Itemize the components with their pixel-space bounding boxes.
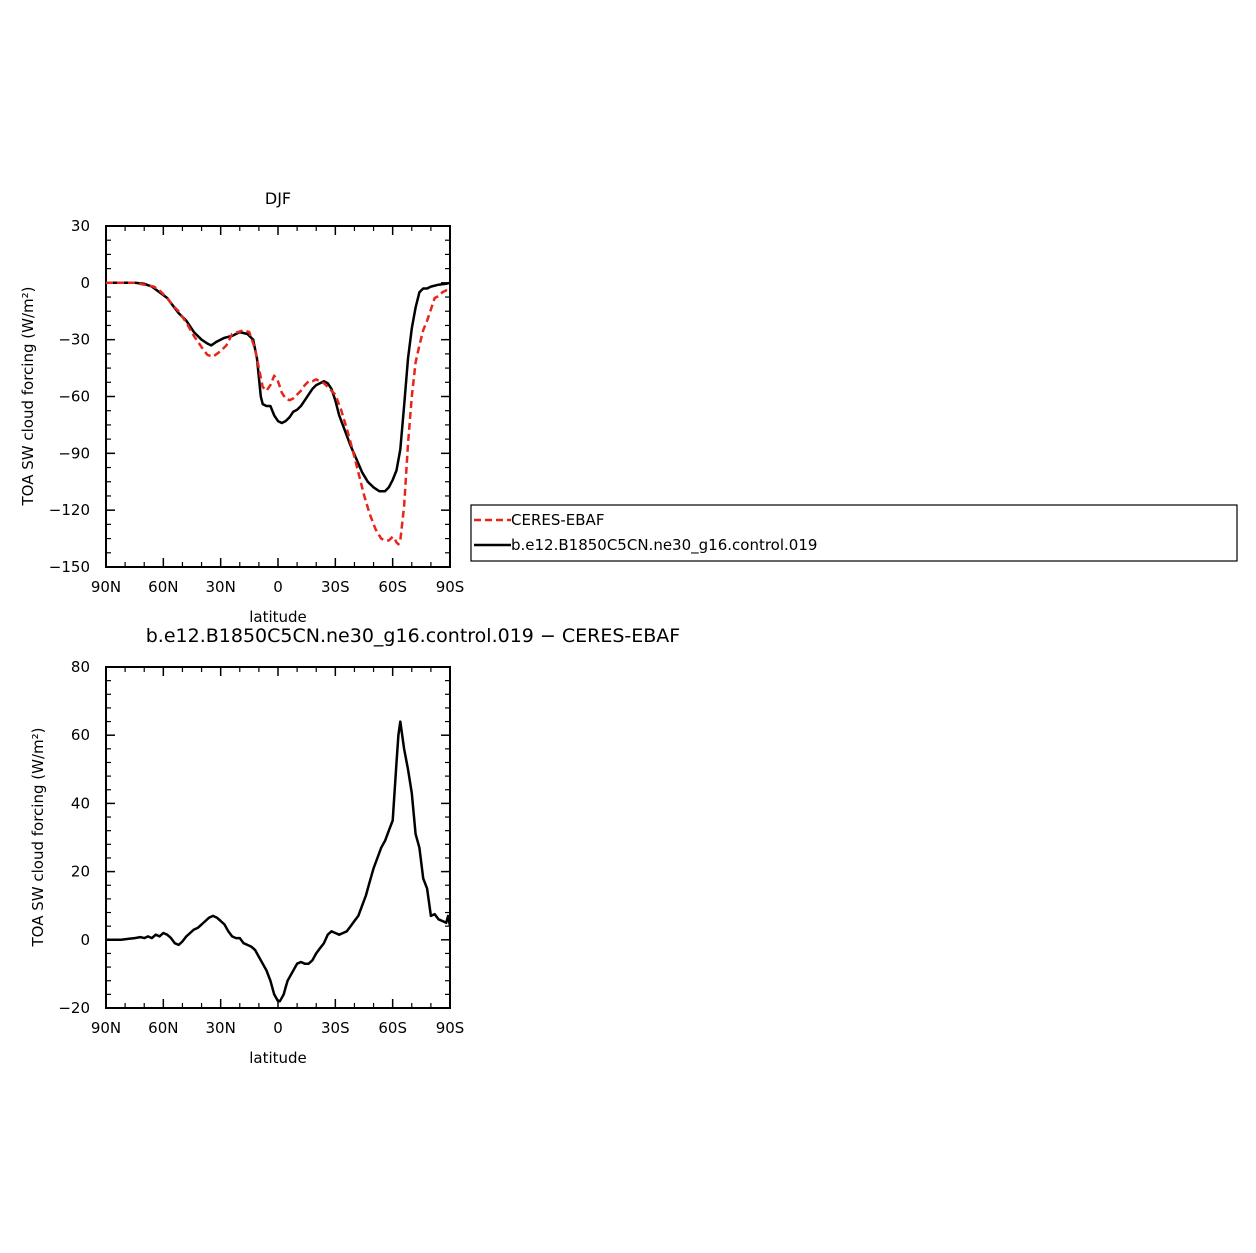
x-tick-label: 30N — [206, 1019, 236, 1037]
y-tick-label: −60 — [58, 388, 90, 406]
series-lines — [106, 720, 452, 1003]
y-tick-label: −150 — [49, 558, 90, 576]
x-tick-label: 90S — [436, 578, 465, 596]
tick-marks — [105, 666, 451, 1009]
y-axis-label: TOA SW cloud forcing (W/m²) — [29, 728, 47, 948]
x-tick-label: 0 — [273, 578, 283, 596]
series-lines — [106, 281, 451, 546]
x-axis-label: latitude — [249, 608, 307, 626]
djf-panel: DJF 30 0 −30 −60 −90 −120 −150 90N 60N 30N 0 30S 60… — [19, 189, 464, 626]
y-tick-label: 80 — [71, 658, 90, 676]
y-tick-label: −90 — [58, 444, 90, 462]
x-tick-label: 30N — [206, 578, 236, 596]
y-tick-label: 0 — [80, 931, 90, 949]
legend-box — [470, 504, 1238, 562]
x-tick-label: 90S — [436, 1019, 465, 1037]
x-tick-label: 0 — [273, 1019, 283, 1037]
x-tick-label: 90N — [91, 1019, 121, 1037]
panel-title: b.e12.B1850C5CN.ne30_g16.control.019 − C… — [146, 625, 680, 647]
y-tick-labels: 80 60 40 20 0 −20 — [58, 658, 90, 1017]
difference-panel: b.e12.B1850C5CN.ne30_g16.control.019 − C… — [29, 625, 680, 1067]
x-tick-label: 30S — [321, 578, 350, 596]
panel-title: DJF — [265, 189, 291, 208]
y-tick-label: 0 — [80, 274, 90, 292]
series-line-model — [106, 281, 451, 493]
x-tick-label: 60S — [378, 578, 407, 596]
x-tick-label: 60S — [378, 1019, 407, 1037]
y-tick-label: −20 — [58, 999, 90, 1017]
plot-frame — [105, 666, 451, 1009]
series-line-difference — [106, 720, 452, 1003]
y-tick-label: −30 — [58, 331, 90, 349]
y-tick-label: −120 — [49, 501, 90, 519]
y-tick-label: 60 — [71, 726, 90, 744]
y-tick-labels: 30 0 −30 −60 −90 −120 −150 — [49, 217, 90, 576]
legend: CERES-EBAF b.e12.B1850C5CN.ne30_g16.cont… — [470, 504, 1238, 562]
x-axis-label: latitude — [249, 1049, 307, 1067]
y-tick-label: 30 — [71, 217, 90, 235]
legend-label-model: b.e12.B1850C5CN.ne30_g16.control.019 — [511, 536, 817, 555]
plot-frame — [105, 225, 451, 568]
legend-label-ceres: CERES-EBAF — [511, 511, 604, 529]
x-tick-label: 60N — [148, 1019, 178, 1037]
x-tick-label: 30S — [321, 1019, 350, 1037]
x-tick-labels: 90N 60N 30N 0 30S 60S 90S — [91, 1019, 464, 1037]
tick-marks — [105, 225, 451, 568]
y-tick-label: 20 — [71, 863, 90, 881]
series-line-ceres-ebaf — [106, 281, 450, 546]
x-tick-labels: 90N 60N 30N 0 30S 60S 90S — [91, 578, 464, 596]
x-tick-label: 60N — [148, 578, 178, 596]
y-axis-label: TOA SW cloud forcing (W/m²) — [19, 287, 37, 507]
x-tick-label: 90N — [91, 578, 121, 596]
y-tick-label: 40 — [71, 794, 90, 812]
